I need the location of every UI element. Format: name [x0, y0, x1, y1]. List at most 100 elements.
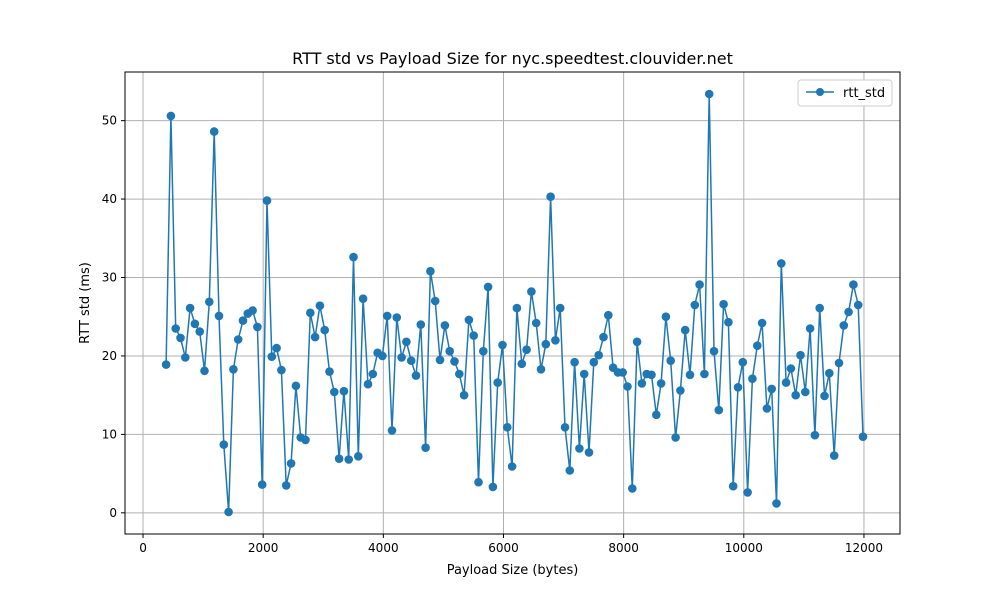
data-point: [248, 306, 257, 315]
data-point: [546, 192, 555, 201]
data-point: [488, 482, 498, 492]
data-point: [579, 369, 589, 379]
x-tick-label: 4000: [368, 541, 399, 555]
data-point: [455, 369, 464, 379]
legend: rtt_std: [797, 79, 893, 107]
data-point: [647, 370, 656, 380]
data-point: [503, 423, 512, 432]
data-point: [397, 353, 406, 362]
data-point: [575, 444, 584, 453]
data-point: [685, 370, 695, 380]
data-point: [522, 345, 531, 355]
data-point: [791, 390, 800, 400]
data-point: [757, 318, 767, 328]
data-point: [281, 481, 291, 490]
data-point: [339, 386, 349, 396]
data-point: [594, 350, 603, 360]
y-tick-label: 20: [102, 349, 117, 363]
data-point: [527, 287, 536, 296]
data-point: [392, 313, 402, 322]
data-point: [483, 282, 493, 292]
data-point: [277, 365, 286, 375]
data-point: [805, 324, 815, 333]
data-point: [786, 364, 796, 373]
x-axis-ticks: 0 2000 4000 6000 8000 10000 12000: [139, 534, 883, 555]
legend-marker-swatch: [816, 88, 824, 96]
data-point: [214, 311, 224, 321]
data-point: [767, 384, 776, 394]
x-axis-label: Payload Size (bytes): [447, 563, 579, 578]
data-point: [555, 303, 565, 313]
data-point: [849, 280, 858, 289]
data-point: [411, 371, 421, 380]
data-point: [493, 378, 503, 387]
data-point: [815, 303, 824, 313]
data-point: [253, 322, 262, 332]
y-axis-ticks: 0 10 20 30 40 50: [102, 114, 125, 520]
data-point: [368, 369, 378, 379]
data-point: [195, 327, 204, 336]
series-markers: [161, 89, 868, 517]
data-point: [762, 404, 772, 413]
data-point: [176, 333, 185, 343]
data-point: [286, 459, 296, 468]
data-point: [387, 426, 397, 435]
data-point: [421, 443, 430, 453]
chart-title: RTT std vs Payload Size for nyc.speedtes…: [292, 49, 733, 68]
data-point: [560, 423, 570, 432]
data-point: [445, 346, 455, 356]
data-point: [661, 312, 671, 322]
data-point: [604, 310, 613, 320]
data-point: [748, 374, 757, 384]
data-point: [743, 488, 752, 497]
data-point: [666, 356, 675, 366]
data-point: [378, 351, 387, 361]
data-point: [330, 387, 339, 397]
data-point: [166, 111, 176, 121]
series-rtt-std: [161, 89, 868, 517]
data-point: [820, 391, 829, 401]
x-tick-label: 10000: [725, 541, 763, 555]
data-point: [224, 507, 233, 517]
data-point: [728, 481, 738, 491]
data-point: [834, 358, 844, 368]
data-point: [416, 320, 426, 329]
data-point: [325, 367, 334, 376]
data-point: [479, 346, 488, 356]
data-point: [714, 405, 724, 415]
data-point: [301, 435, 310, 445]
data-point: [570, 357, 579, 367]
data-point: [551, 336, 560, 345]
data-point: [517, 359, 527, 369]
data-point: [565, 466, 575, 475]
y-tick-label: 30: [102, 271, 117, 285]
data-point: [334, 454, 344, 464]
data-point: [695, 280, 704, 289]
data-point: [796, 350, 805, 360]
data-point: [272, 343, 281, 353]
data-point: [772, 499, 781, 508]
x-tick-label: 0: [139, 541, 147, 555]
data-point: [349, 252, 358, 262]
data-point: [344, 455, 354, 464]
data-point: [623, 382, 632, 391]
data-point: [777, 259, 786, 268]
data-point: [676, 386, 685, 395]
x-tick-label: 2000: [248, 541, 279, 555]
data-point: [536, 365, 546, 374]
data-point: [810, 430, 820, 440]
data-point: [320, 325, 330, 335]
data-point: [507, 462, 517, 471]
data-point: [801, 387, 810, 397]
data-point: [671, 433, 680, 442]
data-point: [430, 296, 440, 306]
data-point: [358, 294, 368, 304]
data-point: [704, 89, 714, 99]
data-point: [464, 315, 474, 325]
data-point: [738, 357, 748, 367]
data-point: [541, 339, 551, 349]
data-point: [435, 355, 445, 365]
data-point: [450, 357, 459, 366]
data-point: [829, 451, 839, 460]
